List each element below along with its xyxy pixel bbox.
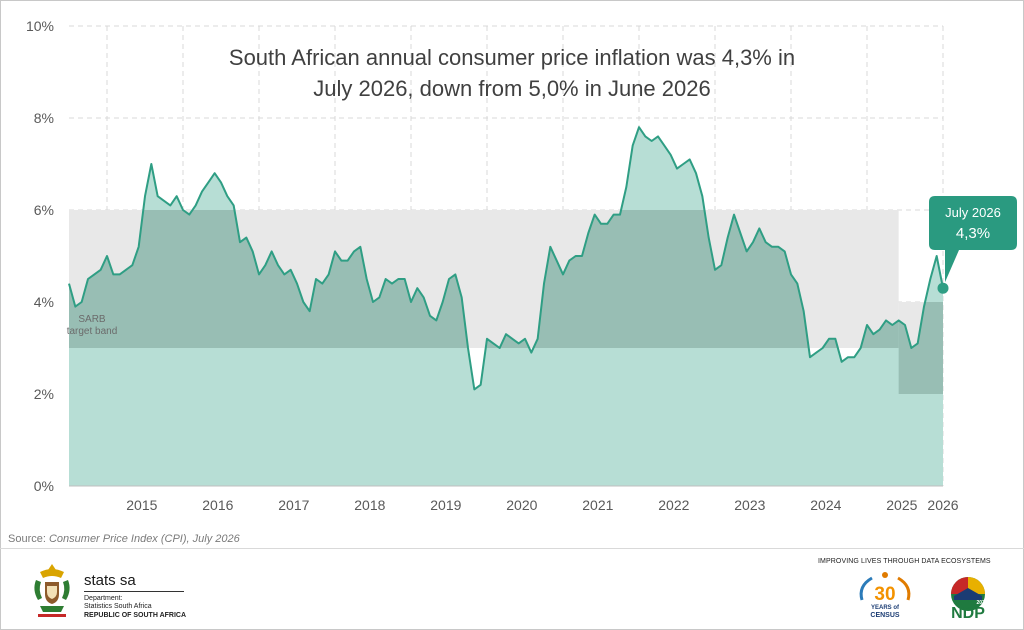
source-label: Source: bbox=[8, 533, 46, 545]
census-line2: CENSUS bbox=[870, 612, 900, 619]
tagline: IMPROVING LIVES THROUGH DATA ECOSYSTEMS bbox=[818, 558, 991, 565]
x-tick-label: 2023 bbox=[734, 497, 765, 513]
census-30-years-logo: 30 YEARS of CENSUS bbox=[859, 572, 911, 619]
callout-label: July 2026 bbox=[945, 205, 1001, 220]
x-tick-label: 2016 bbox=[202, 497, 233, 513]
ndp-2030-logo: 2030 NDP bbox=[951, 577, 988, 620]
y-tick-label: 0% bbox=[34, 478, 54, 494]
source-note: Source: Consumer Price Index (CPI), July… bbox=[8, 533, 240, 545]
x-tick-label: 2026 bbox=[927, 497, 958, 513]
x-tick-label: 2015 bbox=[126, 497, 157, 513]
chart-title: July 2026, down from 5,0% in June 2026 bbox=[313, 76, 710, 101]
series-line bbox=[68, 126, 949, 391]
census-number: 30 bbox=[874, 584, 895, 605]
callout-box bbox=[929, 196, 1017, 283]
axes: 0% 2% 4% 6% 8% 10% 2015 2016 2017 2018 2019 2020 202… bbox=[26, 18, 959, 513]
y-tick-label: 8% bbox=[34, 110, 54, 126]
y-tick-label: 2% bbox=[34, 386, 54, 402]
band-label: SARB bbox=[78, 314, 106, 325]
country-name: REPUBLIC OF SOUTH AFRICA bbox=[84, 612, 187, 619]
brand-divider bbox=[84, 591, 184, 592]
x-tick-label: 2024 bbox=[810, 497, 841, 513]
callout: July 2026 4,3% bbox=[929, 196, 1017, 283]
y-tick-label: 10% bbox=[26, 18, 54, 34]
x-tick-label: 2025 bbox=[886, 497, 917, 513]
series-line-path bbox=[68, 126, 944, 391]
x-tick-label: 2019 bbox=[430, 497, 461, 513]
band-label: target band bbox=[67, 326, 118, 337]
brand-name: stats sa bbox=[84, 572, 136, 589]
x-tick-label: 2017 bbox=[278, 497, 309, 513]
x-tick-label: 2020 bbox=[506, 497, 537, 513]
series-area-fill bbox=[69, 127, 943, 486]
department-label: Department: bbox=[84, 595, 123, 602]
ndp-year: 2030 bbox=[976, 600, 987, 606]
inflation-chart: 0% 2% 4% 6% 8% 10% 2015 2016 2017 2018 2019 2020 202… bbox=[26, 18, 1017, 513]
chart-title: South African annual consumer price infl… bbox=[229, 45, 795, 70]
department-name: Statistics South Africa bbox=[84, 603, 152, 610]
stats-sa-logo: stats sa Department: Statistics South Af… bbox=[30, 562, 200, 620]
ndp-text: NDP bbox=[951, 605, 985, 620]
x-tick-label: 2021 bbox=[582, 497, 613, 513]
x-tick-label: 2018 bbox=[354, 497, 385, 513]
y-tick-label: 6% bbox=[34, 202, 54, 218]
footer-divider bbox=[0, 548, 1024, 549]
x-tick-label: 2022 bbox=[658, 497, 689, 513]
coat-of-arms-icon bbox=[34, 564, 70, 617]
callout-value: 4,3% bbox=[956, 225, 990, 242]
last-point-marker bbox=[937, 282, 949, 294]
series-area bbox=[69, 127, 943, 486]
census-line1: YEARS of bbox=[871, 605, 900, 611]
source-text: Consumer Price Index (CPI), July 2026 bbox=[48, 533, 240, 545]
y-tick-label: 4% bbox=[34, 294, 54, 310]
